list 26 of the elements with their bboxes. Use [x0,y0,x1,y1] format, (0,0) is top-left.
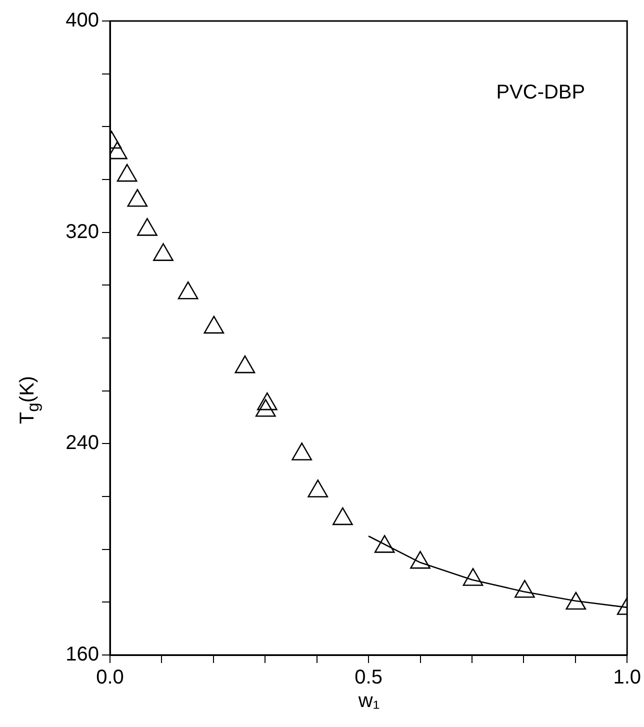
x-tick-label: 0.5 [354,666,382,689]
point [178,281,198,300]
point [234,355,256,374]
point [116,164,138,182]
point [374,535,395,553]
point [292,442,312,460]
x-tick-label: 1.0 [613,666,642,689]
point [514,580,535,598]
point [137,218,158,236]
y-tick-label: 160 [66,644,99,666]
point [410,550,430,569]
annotation: PVC-DBP [496,82,586,104]
y-tick-label: 240 [66,432,99,454]
x-axis-title: w₁ [358,690,380,713]
point [255,398,276,417]
point [462,568,484,586]
point [127,188,148,207]
point [308,480,328,498]
point [566,592,586,610]
point [204,316,224,334]
x-tick-label: 0.0 [96,666,124,689]
y-tick-label: 400 [66,10,99,32]
point [257,392,278,410]
point [332,507,353,526]
point [153,243,174,261]
y-tick-label: 320 [66,220,99,243]
